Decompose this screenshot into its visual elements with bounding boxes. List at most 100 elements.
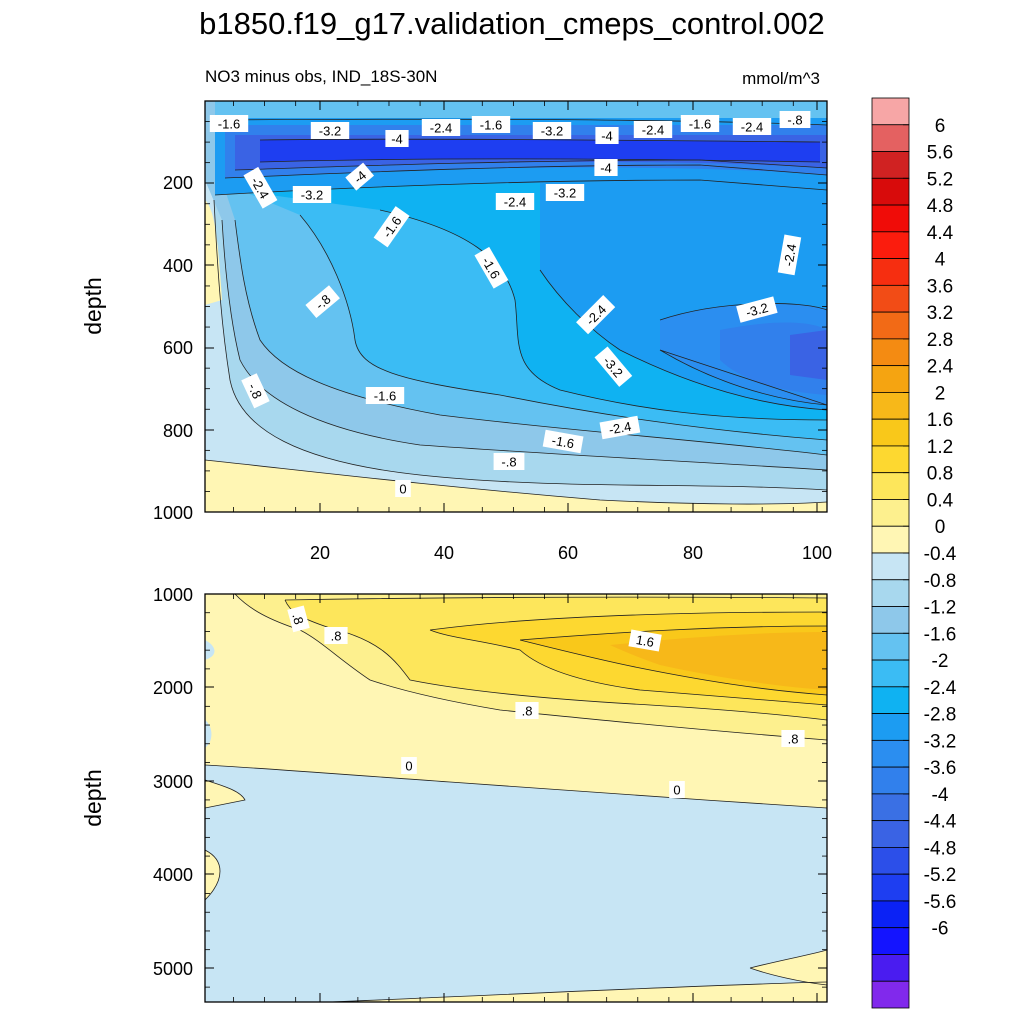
bottom-panel-fill: [205, 594, 827, 1002]
contour-label-box: [243, 166, 278, 209]
colorbar-label: 4.4: [927, 223, 954, 244]
bottom-ytick-label: 1000: [153, 585, 193, 605]
contour-label-text: -.8: [787, 113, 802, 128]
colorbar-swatch: [871, 606, 910, 634]
contour-label-box: [515, 702, 539, 719]
colorbar-swatch: [871, 525, 910, 554]
contour-label-text: -1.6: [374, 389, 396, 404]
top-ylabel: depth: [80, 277, 106, 335]
colorbar-swatch: [871, 847, 910, 875]
contour-label-box: [493, 453, 525, 470]
colorbar-swatch: [871, 338, 910, 367]
colorbar-swatch: [871, 177, 910, 206]
contour-label: -1.6: [209, 115, 249, 132]
contour-label-text: .8: [788, 732, 799, 747]
contour-label-box: [209, 115, 249, 132]
top-contour-line: [259, 138, 821, 163]
contour-label: -2.4: [732, 118, 772, 135]
colorbar-label: 2: [935, 383, 946, 404]
colorbar-label: -1.6: [924, 624, 957, 645]
top-contour-line: [224, 164, 827, 179]
xtick-label: 20: [310, 543, 330, 563]
bottom-band-pos-left2: [205, 850, 220, 900]
colorbar-swatch: [871, 579, 910, 607]
bottom-ytick-label: 4000: [153, 865, 193, 885]
bottom-contour-labels: .8 .8 1.6 .8 .8 0 0: [287, 605, 805, 798]
bottom-ticks: [205, 593, 827, 1002]
contour-label: -1.6: [542, 429, 584, 454]
contour-label-text: -2.4: [642, 123, 664, 138]
top-ytick-label: 800: [163, 421, 193, 441]
contour-label: -4: [595, 127, 619, 144]
top-ytick-label: 1000: [153, 503, 193, 523]
colorbar-label: -1.2: [924, 598, 957, 619]
bottom-ytick-label: 2000: [153, 678, 193, 698]
colorbar-label: 2.4: [927, 357, 954, 378]
contour-label-text: -2.4: [781, 243, 800, 268]
top-contour-line: [299, 214, 827, 441]
contour-label-box: [781, 730, 805, 747]
colorbar-swatch: [871, 552, 910, 581]
colorbar-label: 0.4: [927, 490, 954, 511]
top-ytick-label: 600: [163, 338, 193, 358]
contour-label-text: -2.4: [504, 195, 526, 210]
bottom-ytick-label: 5000: [153, 959, 193, 979]
top-ytick-label: 400: [163, 256, 193, 276]
bottom-contour-line: [329, 981, 827, 1002]
top-ticks: [205, 101, 827, 513]
xtick-label: 40: [434, 543, 454, 563]
contour-label: -.8: [241, 373, 270, 409]
bottom-ylabel: depth: [80, 769, 106, 827]
contour-label-text: 1.6: [635, 632, 655, 650]
colorbar-label: -2: [932, 651, 949, 672]
contour-label: .8: [781, 730, 805, 747]
contour-label-text: -4: [601, 129, 613, 144]
contour-label-text: .8: [289, 612, 306, 626]
colorbar-swatch: [871, 713, 910, 741]
colorbar-swatch: [871, 204, 910, 233]
contour-label: -1.6: [680, 115, 720, 132]
contour-label: -3.2: [736, 296, 778, 323]
colorbar-swatch: [871, 97, 910, 126]
top-band-pos-left: [205, 200, 222, 305]
bottom-band-16b: [610, 632, 827, 690]
colorbar-swatch: [871, 954, 910, 982]
contour-label-box: [628, 629, 662, 652]
colorbar-swatch: [871, 659, 910, 688]
colorbar-label: -4: [932, 785, 949, 806]
colorbar-label: -2.4: [924, 678, 957, 699]
contour-label-text: -2.4: [608, 419, 633, 438]
contour-label-box: [365, 387, 405, 404]
contour-label-box: [779, 111, 811, 128]
bottom-contour-line: [205, 779, 246, 901]
colorbar-swatch: [871, 766, 910, 795]
colorbar-swatch: [871, 793, 910, 822]
contour-label: .8: [324, 627, 348, 644]
contour-label-box: [545, 184, 585, 201]
contour-label-box: [385, 130, 409, 147]
bottom-contour-line: [205, 764, 827, 809]
contour-label-box: [401, 757, 417, 774]
contour-label-text: -3.2: [301, 188, 323, 203]
contour-label-box: [305, 285, 340, 319]
colorbar-label: 1.2: [927, 437, 953, 458]
contour-label: -3.2: [310, 122, 350, 139]
contour-label-box: [542, 429, 584, 454]
colorbar-label: -3.6: [924, 758, 957, 779]
contour-label-box: [532, 122, 572, 139]
contour-label-box: [287, 605, 310, 633]
contour-label: 1.6: [628, 629, 662, 652]
contour-label: -3.2: [532, 122, 572, 139]
colorbar-swatch: [871, 927, 910, 955]
colorbar-swatch: [871, 231, 910, 259]
colorbar-label: 2.8: [927, 330, 953, 351]
bottom-ytick-label: 3000: [153, 772, 193, 792]
colorbar: 6 5.6 5.2 4.8 4.4 4 3.6 3.2 2.8 2.4 2 1.6 1.2 0.8 0.4 0…: [871, 97, 957, 1009]
colorbar-label: 1.6: [927, 410, 953, 431]
colorbar-label: -4.8: [924, 838, 957, 859]
top-contour-line: [234, 159, 827, 171]
colorbar-label: -4.4: [924, 812, 957, 833]
contour-label: -4: [594, 159, 618, 176]
contour-label-text: -3.2: [541, 124, 563, 139]
colorbar-label: -5.2: [924, 865, 957, 886]
